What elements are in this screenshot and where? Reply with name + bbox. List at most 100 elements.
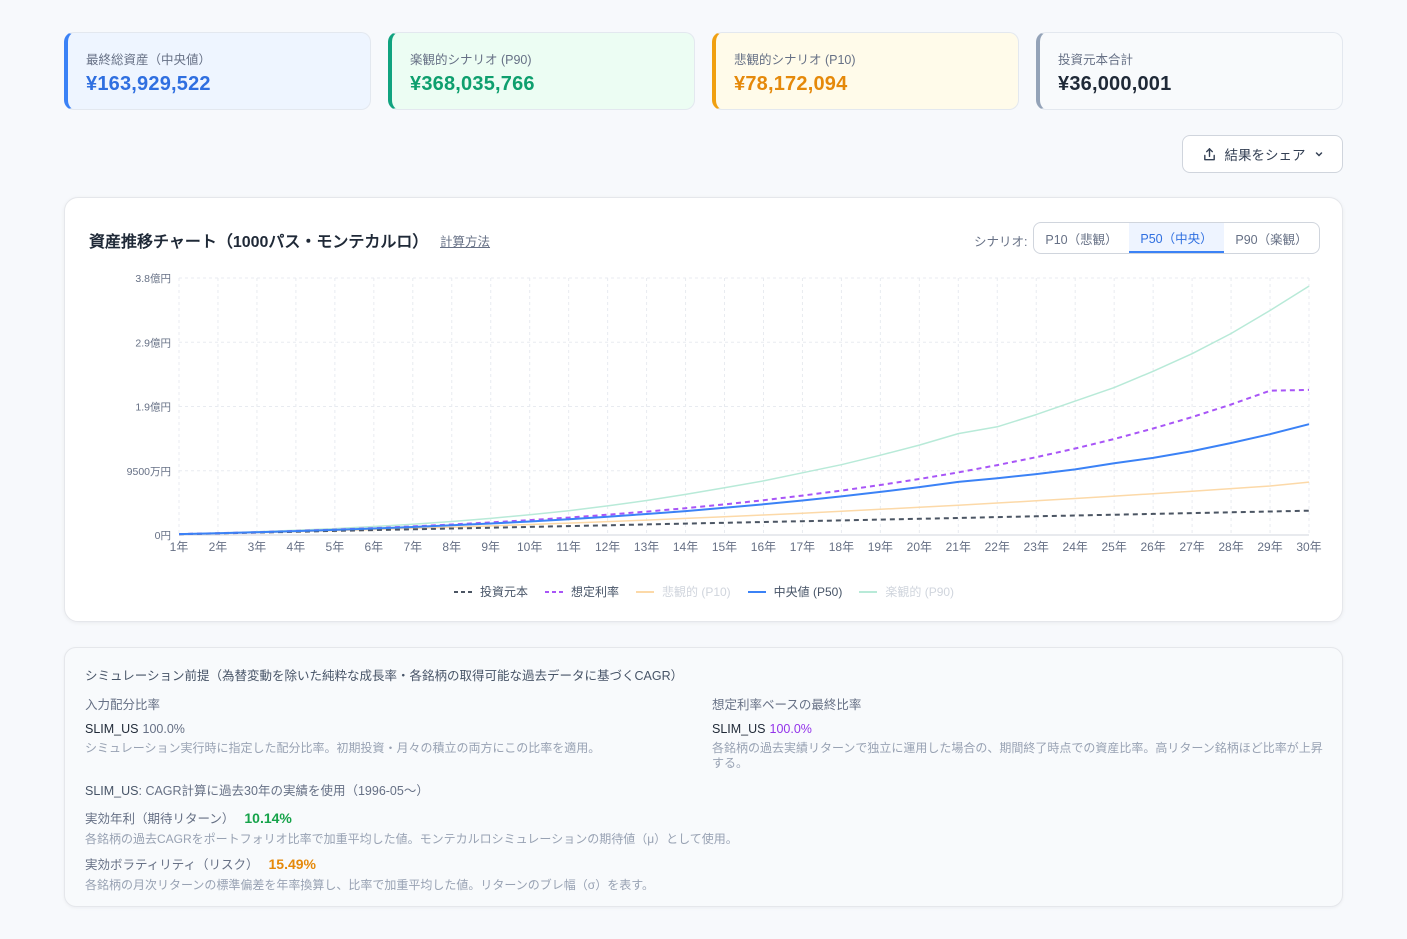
legend-swatch bbox=[453, 590, 472, 593]
stat-label: 最終総資産（中央値） bbox=[86, 53, 212, 67]
series-line-p50 bbox=[178, 423, 1310, 536]
series-line-p10 bbox=[178, 481, 1310, 535]
final-ratio-row: SLIM_US 100.0% bbox=[712, 722, 1327, 736]
x-tick-label: 1年 bbox=[170, 540, 189, 554]
x-tick-label: 15年 bbox=[712, 540, 737, 554]
assumptions-title: シミュレーション前提（為替変動を除いた純粋な成長率・各銘柄の取得可能な過去データ… bbox=[85, 669, 684, 683]
x-tick-label: 14年 bbox=[673, 540, 698, 554]
volatility-row: 実効ボラティリティ（リスク） 15.49% bbox=[85, 854, 316, 873]
allocation-row: SLIM_US 100.0% bbox=[85, 722, 700, 736]
fund-final-pct: 100.0% bbox=[769, 722, 812, 736]
chart-title: 資産推移チャート（1000パス・モンテカルロ） bbox=[89, 234, 429, 251]
stat-card-median: 最終総資産（中央値） ¥163,929,522 bbox=[64, 32, 371, 110]
x-tick-label: 29年 bbox=[1257, 540, 1282, 554]
x-tick-label: 22年 bbox=[985, 540, 1010, 554]
legend-label: 楽観的 (P90) bbox=[885, 585, 955, 599]
chart-legend: 投資元本 想定利率 悲観的 (P10) 中央値 (P50) 楽観的 (P90) bbox=[65, 583, 1342, 600]
expected-return-desc: 各銘柄の過去CAGRをポートフォリオ比率で加重平均した値。モンテカルロシミュレー… bbox=[85, 832, 738, 846]
x-tick-label: 4年 bbox=[287, 540, 306, 554]
chevron-down-icon bbox=[1315, 152, 1322, 157]
stat-value: ¥163,929,522 bbox=[86, 73, 211, 95]
volatility-label: 実効ボラティリティ（リスク） bbox=[85, 858, 259, 872]
x-tick-label: 5年 bbox=[326, 540, 345, 554]
scenario-option-p90[interactable]: P90（楽観） bbox=[1235, 232, 1308, 247]
fund-pct: 100.0% bbox=[142, 722, 185, 736]
legend-item-assumed-rate[interactable]: 想定利率 bbox=[544, 583, 619, 600]
stat-label: 悲観的シナリオ (P10) bbox=[734, 53, 856, 67]
scenario-label: シナリオ: bbox=[974, 235, 1028, 249]
cagr-note-text: : CAGR計算に過去30年の実績を使用（1996-05〜） bbox=[138, 784, 429, 798]
share-results-button[interactable]: 結果をシェア bbox=[1182, 135, 1343, 173]
legend-label: 悲観的 (P10) bbox=[661, 585, 731, 599]
cagr-note: SLIM_US: CAGR計算に過去30年の実績を使用（1996-05〜） bbox=[85, 780, 429, 799]
expected-return-value: 10.14% bbox=[244, 810, 292, 826]
legend-item-p10[interactable]: 悲観的 (P10) bbox=[635, 583, 731, 600]
stat-value: ¥36,000,001 bbox=[1058, 73, 1172, 95]
expected-return-row: 実効年利（期待リターン） 10.14% bbox=[85, 808, 292, 827]
input-allocation-desc: シミュレーション実行時に指定した配分比率。初期投資・月々の積立の両方にこの比率を… bbox=[85, 741, 601, 755]
stat-value: ¥78,172,094 bbox=[734, 73, 848, 95]
x-tick-label: 16年 bbox=[751, 540, 776, 554]
volatility-desc: 各銘柄の月次リターンの標準偏差を年率換算し、比率で加重平均した値。リターンのブレ… bbox=[85, 878, 655, 892]
legend-item-p50[interactable]: 中央値 (P50) bbox=[747, 583, 843, 600]
scenario-option-p50[interactable]: P50（中央） bbox=[1129, 223, 1224, 253]
stat-label: 楽観的シナリオ (P90) bbox=[410, 53, 532, 67]
input-allocation-heading: 入力配分比率 bbox=[85, 698, 161, 712]
y-tick-label: 0円 bbox=[155, 530, 171, 542]
x-tick-label: 18年 bbox=[829, 540, 854, 554]
fund-name: SLIM_US bbox=[85, 722, 139, 736]
legend-swatch bbox=[544, 590, 563, 593]
volatility-value: 15.49% bbox=[268, 856, 316, 872]
y-tick-label: 3.8億円 bbox=[135, 272, 171, 285]
legend-label: 中央値 (P50) bbox=[773, 585, 843, 599]
x-tick-label: 6年 bbox=[364, 540, 383, 554]
x-tick-label: 23年 bbox=[1024, 540, 1049, 554]
legend-item-principal[interactable]: 投資元本 bbox=[453, 583, 528, 600]
x-tick-label: 25年 bbox=[1101, 540, 1126, 554]
simulation-assumptions-card: シミュレーション前提（為替変動を除いた純粋な成長率・各銘柄の取得可能な過去データ… bbox=[64, 647, 1343, 907]
x-tick-label: 19年 bbox=[868, 540, 893, 554]
series-line-p90 bbox=[178, 285, 1310, 535]
legend-swatch bbox=[859, 590, 878, 593]
summary-stats: 最終総資産（中央値） ¥163,929,522 楽観的シナリオ (P90) ¥3… bbox=[64, 32, 1343, 110]
expected-return-label: 実効年利（期待リターン） bbox=[85, 812, 235, 826]
x-tick-label: 2年 bbox=[209, 540, 228, 554]
asset-chart-card: 資産推移チャート（1000パス・モンテカルロ） 計算方法 シナリオ: P10（悲… bbox=[64, 197, 1343, 622]
x-tick-label: 7年 bbox=[403, 540, 422, 554]
y-tick-label: 9500万円 bbox=[127, 466, 171, 478]
scenario-selector: P10（悲観） P50（中央） P90（楽観） bbox=[1033, 222, 1320, 254]
x-tick-label: 21年 bbox=[946, 540, 971, 554]
x-tick-label: 30年 bbox=[1296, 540, 1321, 554]
share-button-label: 結果をシェア bbox=[1224, 148, 1306, 163]
x-tick-label: 28年 bbox=[1218, 540, 1243, 554]
x-tick-label: 24年 bbox=[1063, 540, 1088, 554]
calc-method-link[interactable]: 計算方法 bbox=[440, 235, 491, 249]
x-tick-label: 9年 bbox=[481, 540, 500, 554]
x-tick-label: 3年 bbox=[248, 540, 267, 554]
stat-card-principal: 投資元本合計 ¥36,000,001 bbox=[1036, 32, 1343, 110]
x-tick-label: 10年 bbox=[517, 540, 542, 554]
legend-label: 投資元本 bbox=[479, 585, 528, 599]
y-tick-label: 1.9億円 bbox=[135, 401, 171, 414]
legend-swatch bbox=[747, 590, 766, 593]
legend-swatch bbox=[635, 590, 654, 593]
legend-item-p90[interactable]: 楽観的 (P90) bbox=[858, 583, 954, 600]
fund-name: SLIM_US bbox=[712, 722, 766, 736]
final-ratio-section: 想定利率ベースの最終比率 SLIM_US 100.0% 各銘柄の過去実績リターンで… bbox=[712, 694, 1327, 771]
scenario-option-p10[interactable]: P10（悲観） bbox=[1045, 232, 1118, 247]
legend-label: 想定利率 bbox=[570, 585, 619, 599]
x-tick-label: 27年 bbox=[1179, 540, 1204, 554]
x-tick-label: 20年 bbox=[907, 540, 932, 554]
stat-label: 投資元本合計 bbox=[1058, 53, 1134, 67]
input-allocation-section: 入力配分比率 SLIM_US 100.0% シミュレーション実行時に指定した配分比… bbox=[85, 694, 700, 756]
x-tick-label: 13年 bbox=[634, 540, 659, 554]
cagr-fund-name: SLIM_US bbox=[85, 784, 139, 798]
stat-card-pessimistic: 悲観的シナリオ (P10) ¥78,172,094 bbox=[712, 32, 1019, 110]
final-ratio-desc: 各銘柄の過去実績リターンで独立に運用した場合の、期間終了時点での資産比率。高リタ… bbox=[712, 741, 1323, 770]
x-tick-label: 8年 bbox=[442, 540, 461, 554]
x-tick-label: 11年 bbox=[556, 540, 580, 554]
final-ratio-heading: 想定利率ベースの最終比率 bbox=[712, 698, 862, 712]
stat-card-optimistic: 楽観的シナリオ (P90) ¥368,035,766 bbox=[388, 32, 695, 110]
x-tick-label: 12年 bbox=[595, 540, 620, 554]
asset-line-chart: 0円 9500万円 1.9億円 2.9億円 3.8億円 1年 2年 3年 4年 5年 6年 7年 8年… bbox=[127, 272, 1322, 554]
